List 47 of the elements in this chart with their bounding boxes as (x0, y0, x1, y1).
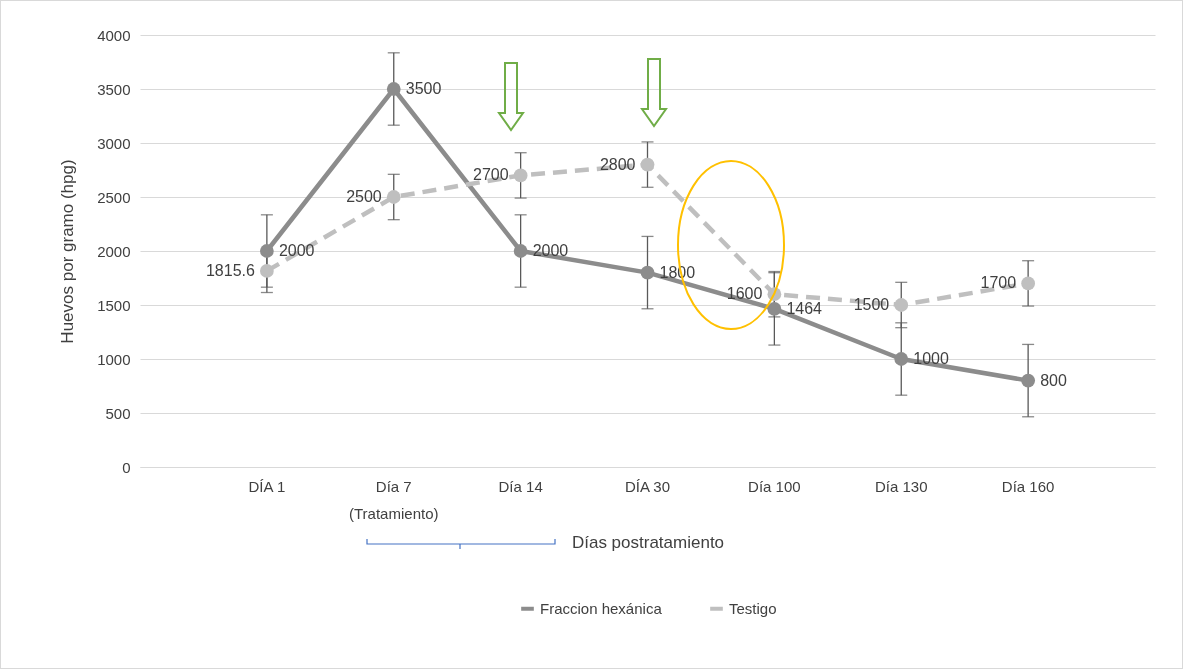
data-label: 2000 (532, 242, 569, 259)
x-tick-label: Día 100 (748, 477, 801, 495)
y-tick-label: 3500 (97, 80, 131, 98)
x-tick-label: DÍA 1 (248, 477, 286, 495)
point (640, 265, 655, 280)
data-label: 2700 (473, 166, 509, 184)
y-axis-title: Huevos por gramo (hpg) (58, 159, 78, 344)
data-label: 3500 (405, 80, 442, 97)
y-tick-label: 2000 (97, 242, 131, 260)
point (894, 352, 909, 366)
point (259, 264, 274, 278)
data-label: 2500 (346, 188, 382, 205)
data-label: 1000 (913, 350, 949, 367)
data-label: 1700 (980, 274, 1017, 292)
text: (Tratamiento) (349, 505, 439, 522)
point (767, 302, 782, 316)
point (386, 82, 401, 96)
data-label: 800 (1040, 371, 1067, 389)
x-axis-title: Días postratamiento (571, 532, 725, 552)
legend-label: Testigo (729, 599, 777, 617)
y-tick-label: 1500 (97, 296, 131, 314)
y-tick-label: 500 (105, 404, 131, 422)
x-tick-label: Día 7 (375, 477, 412, 495)
x-tick-label: Día 160 (1001, 477, 1055, 495)
y-tick-label: 4000 (97, 26, 131, 44)
x-tick-label: DÍA 30 (624, 477, 671, 495)
y-tick-label: 0 (122, 458, 131, 476)
y-tick-label: 2500 (97, 188, 131, 206)
point (513, 168, 528, 183)
point (1021, 373, 1036, 388)
data-label: 2000 (278, 242, 315, 259)
point (259, 244, 274, 258)
point (1021, 276, 1036, 291)
point (640, 157, 655, 172)
point (894, 298, 909, 312)
y-tick-label: 3000 (97, 134, 131, 152)
legend-label: Fraccion hexánica (540, 599, 663, 617)
data-label: 1815.6 (205, 261, 255, 279)
point (513, 244, 528, 258)
x-tick-label: Día 130 (874, 477, 928, 495)
data-label: 1500 (853, 296, 890, 313)
x-tick-label: Día 14 (498, 477, 543, 495)
data-label: 1464 (786, 299, 823, 317)
data-label: 1600 (726, 285, 763, 303)
y-tick-label: 1000 (97, 350, 131, 368)
data-label: 2800 (599, 155, 636, 173)
point (386, 190, 401, 204)
